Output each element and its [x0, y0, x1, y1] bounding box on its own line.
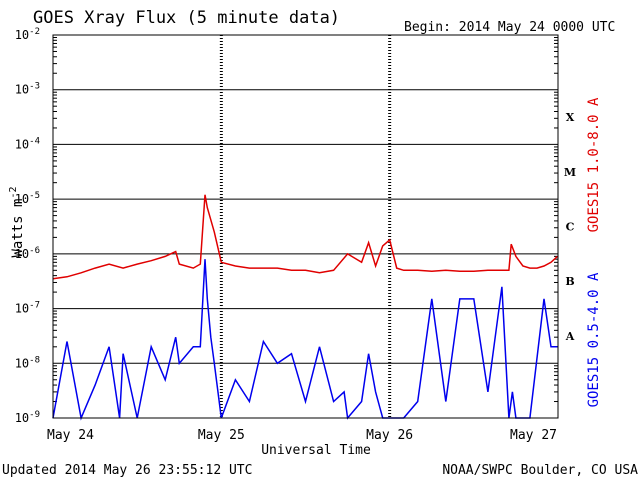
y-tick-label: 10-4	[15, 136, 40, 151]
updated-timestamp: Updated 2014 May 26 23:55:12 UTC	[2, 463, 252, 478]
svg-text:Watts m-2: Watts m-2	[8, 186, 26, 257]
flare-class-label: A	[565, 330, 575, 343]
series-lines	[52, 194, 558, 421]
x-tick-label: May 24	[47, 428, 94, 443]
y-axis-label-exponent: -2	[8, 186, 19, 198]
legend-entry: GOES15 0.5-4.0 A	[586, 272, 602, 407]
legend-label: GOES15 0.5-4.0 A	[586, 272, 602, 407]
series-line-short	[52, 259, 558, 421]
y-tick-label: 10-3	[15, 82, 40, 97]
x-tick-labels: May 24 May 25 May 26 May 27	[47, 428, 557, 443]
x-tick-label: May 26	[366, 428, 413, 443]
y-tick-label: 10-8	[15, 355, 40, 370]
y-tick-labels: 10-2 10-3 10-4 10-5 10-6 10-7 10-8 10-9	[15, 27, 40, 425]
flare-class-label: B	[565, 275, 574, 288]
y-tick-label: 10-5	[15, 191, 40, 206]
legend-label: GOES15 1.0-8.0 A	[586, 97, 602, 232]
x-axis-label: Universal Time	[261, 443, 371, 458]
y-tick-label: 10-9	[15, 410, 40, 425]
flare-class-labels: X M C B A	[564, 111, 576, 343]
begin-label: Begin: 2014 May 24 0000 UTC	[404, 20, 615, 35]
grid-lines	[53, 34, 558, 419]
y-tick-label: 10-6	[15, 246, 40, 261]
noaa-credit: NOAA/SWPC Boulder, CO USA	[442, 463, 638, 478]
flare-class-label: X	[566, 111, 575, 124]
flare-class-label: C	[566, 221, 575, 234]
axis-ticks	[53, 37, 558, 403]
legend-entry: GOES15 1.0-8.0 A	[586, 97, 602, 232]
y-tick-label: 10-7	[15, 301, 40, 316]
x-tick-label: May 25	[198, 428, 245, 443]
plot-frame	[52, 34, 559, 419]
y-axis-label: Watts m	[10, 199, 26, 258]
y-axis-title: Watts m-2	[8, 186, 26, 257]
series-line-long	[52, 194, 558, 280]
flare-class-label: M	[564, 166, 576, 179]
x-tick-label: May 27	[510, 428, 557, 443]
chart-title: GOES Xray Flux (5 minute data)	[33, 8, 340, 28]
y-tick-label: 10-2	[15, 27, 40, 42]
series-legend: GOES15 1.0-8.0 A GOES15 0.5-4.0 A	[586, 97, 602, 407]
